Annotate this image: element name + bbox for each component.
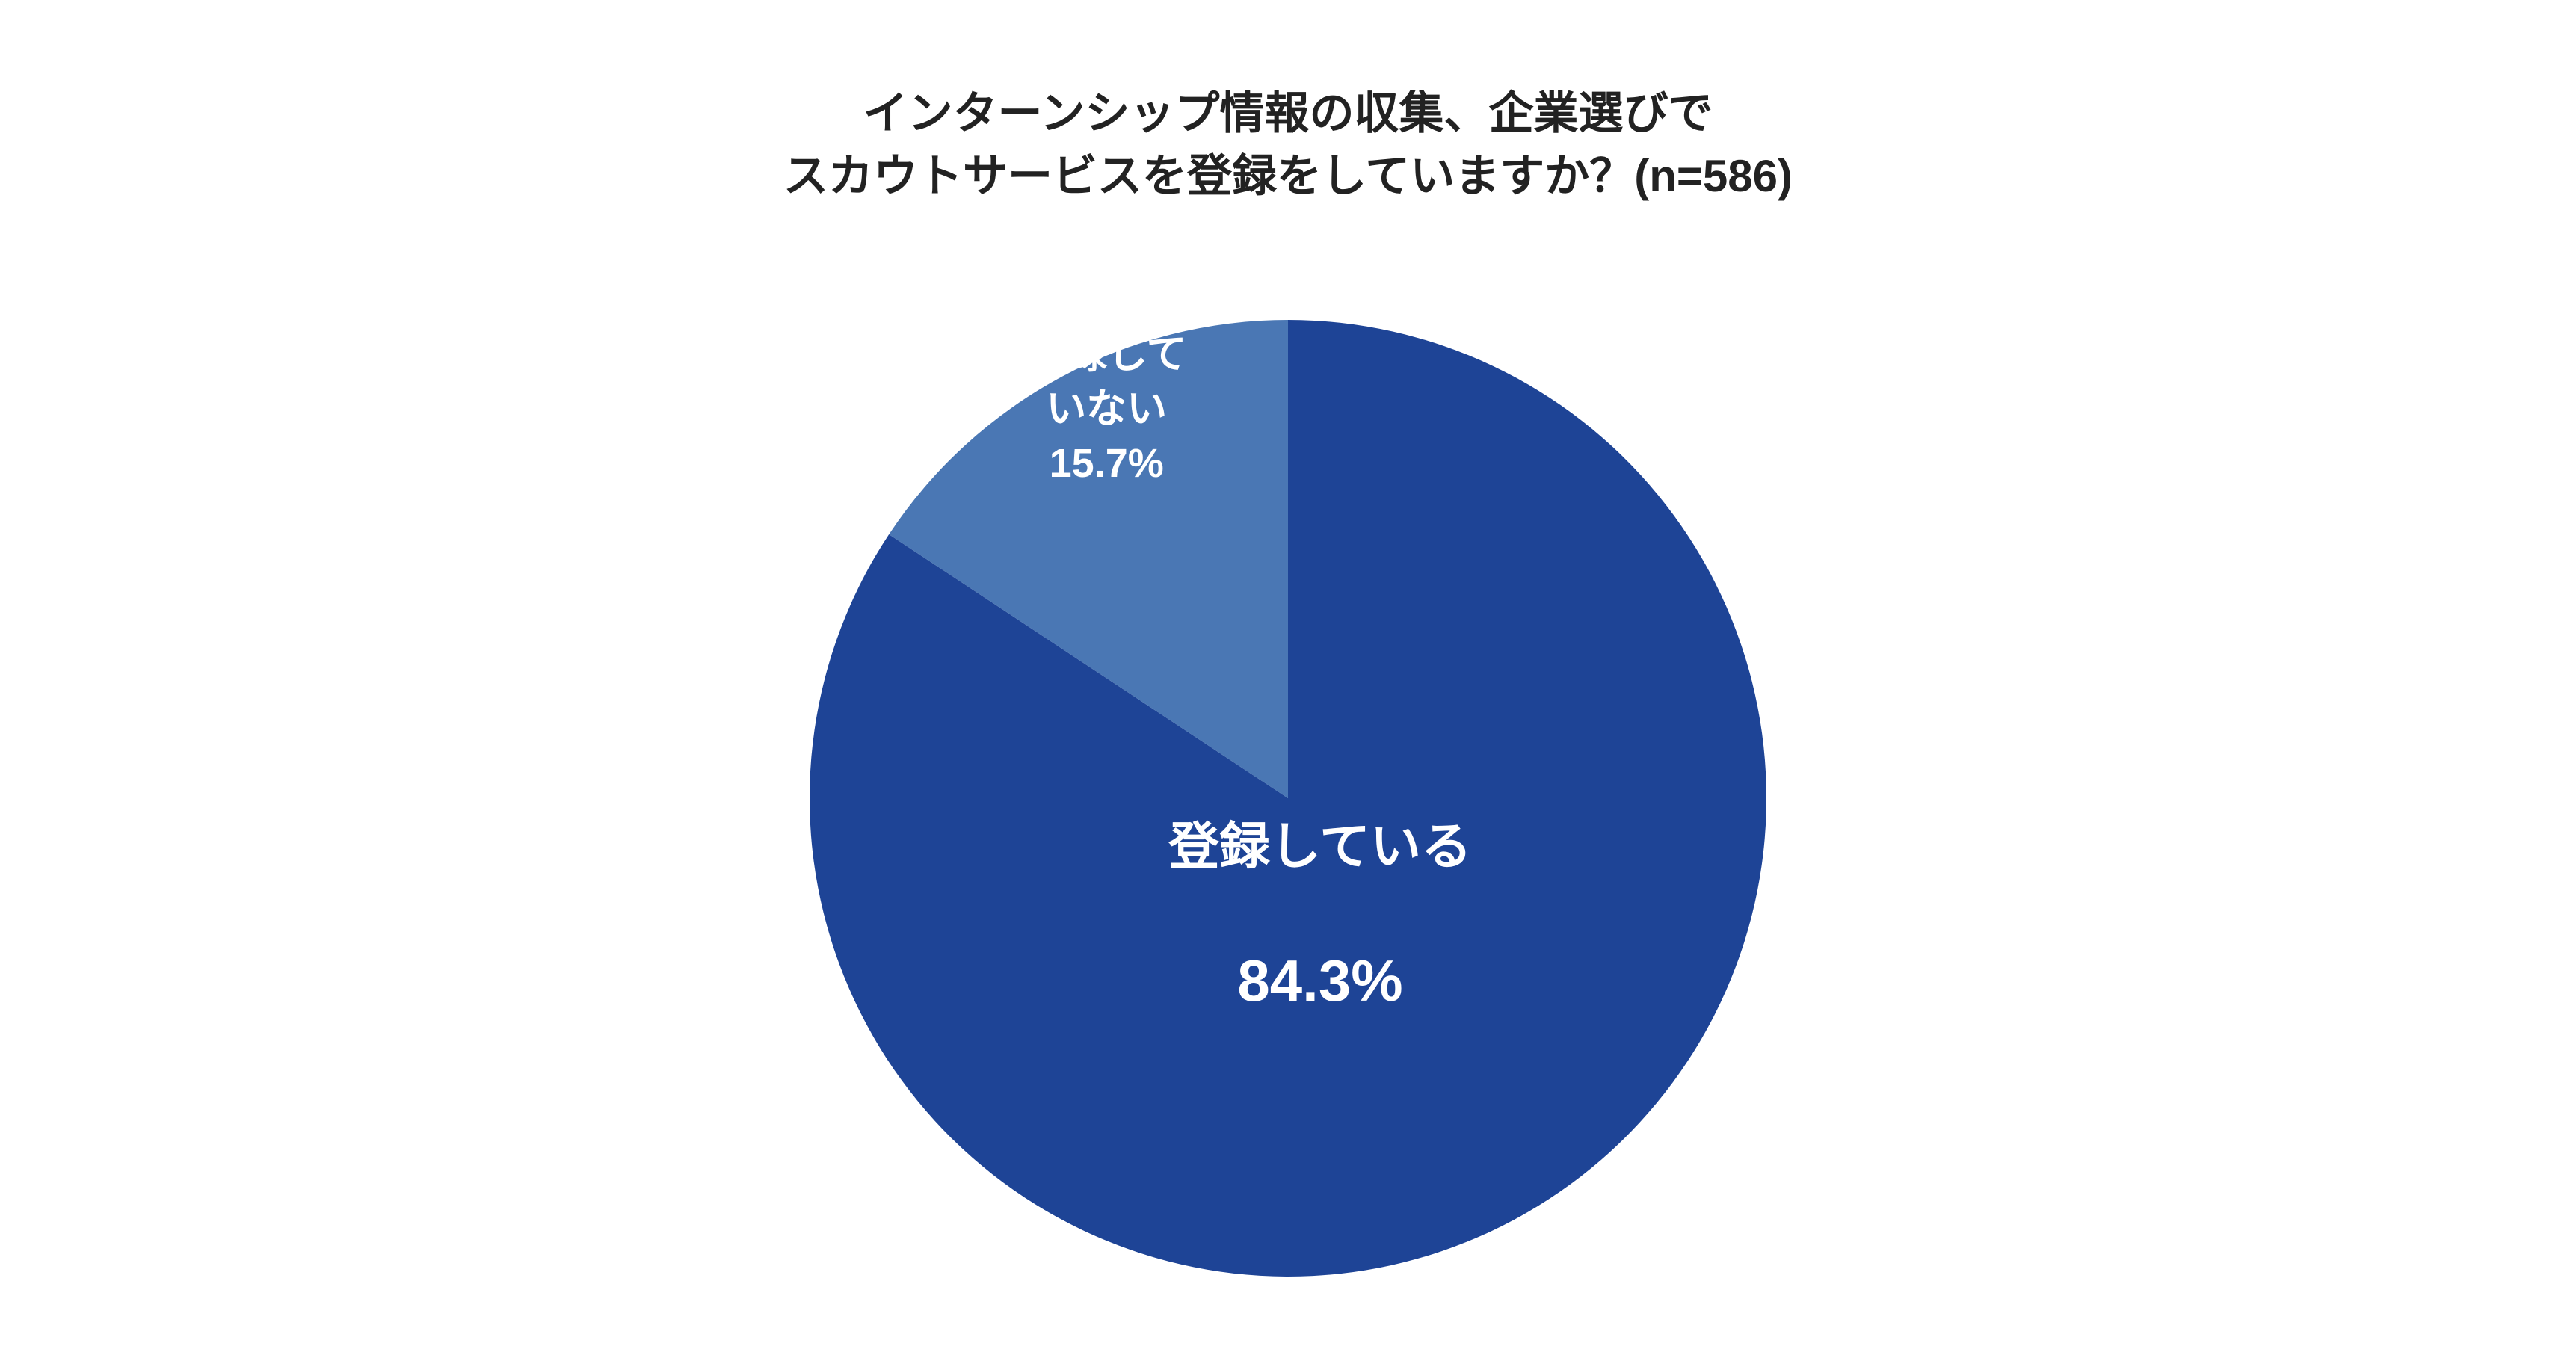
- slice-label-registered-text: 登録している: [1168, 813, 1472, 882]
- pie-svg: [765, 275, 1811, 1321]
- slice-value-not-registered: 15.7%: [1026, 436, 1186, 491]
- chart-title-line2: スカウトサービスを登録をしていますか？(n=586): [783, 145, 1793, 208]
- slice-label-not-registered: 登録して いない 15.7%: [1026, 327, 1186, 491]
- pie-chart: 登録して いない 15.7% 登録している 84.3%: [765, 275, 1811, 1321]
- chart-title: インターンシップ情報の収集、企業選びで スカウトサービスを登録をしていますか？(…: [783, 82, 1793, 208]
- slice-label-not-registered-line2: いない: [1026, 382, 1186, 436]
- slice-value-registered: 84.3%: [1168, 942, 1472, 1020]
- slice-label-not-registered-line1: 登録して: [1026, 327, 1186, 382]
- slice-label-registered: 登録している 84.3%: [1168, 813, 1472, 1020]
- chart-title-line1: インターンシップ情報の収集、企業選びで: [783, 82, 1793, 145]
